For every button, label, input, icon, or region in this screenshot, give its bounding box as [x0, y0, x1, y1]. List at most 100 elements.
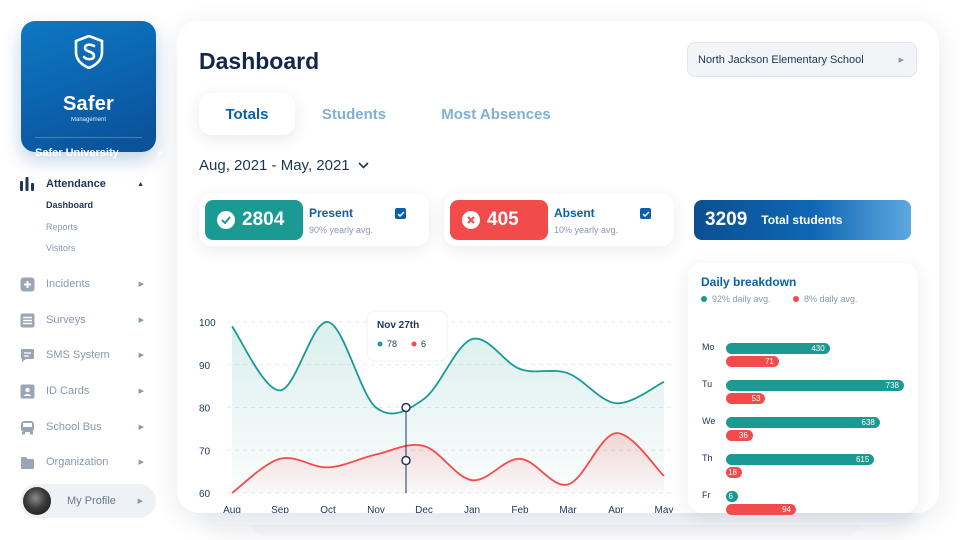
total-students-card: 3209 Total students [694, 200, 911, 240]
absent-yearly-avg: 10% yearly avg. [554, 225, 619, 235]
breakdown-day-label: We [702, 416, 716, 426]
brand-name: Safer [62, 93, 115, 115]
chevron-right-icon: ▶ [138, 352, 144, 359]
bar-chart-icon [18, 176, 36, 192]
sidebar-item-label: SMS System [46, 349, 110, 361]
school-selector-value: North Jackson Elementary School [698, 53, 864, 66]
profile-button[interactable]: My Profile ▶ [20, 484, 156, 518]
tab-students[interactable]: Students [321, 105, 387, 123]
breakdown-title: Daily breakdown [701, 275, 797, 289]
legend-dot [701, 296, 707, 302]
legend-present: 92% daily avg. [701, 294, 771, 304]
tab-most-absences[interactable]: Most Absences [441, 105, 551, 123]
chevron-right-icon: ▶ [138, 459, 144, 466]
sidebar-item-label: Organization [46, 456, 109, 468]
breakdown-absent-bar: 71 [726, 356, 779, 367]
present-yearly-avg: 90% yearly avg. [309, 225, 374, 235]
absent-stat-card: 405 Absent 10% yearly avg. [444, 194, 674, 246]
legend-absent: 8% daily avg. [793, 294, 858, 304]
y-tick-label: 60 [199, 489, 211, 500]
sidebar-item-id-cards[interactable]: ID Cards ▶ [18, 381, 158, 401]
tab-totals[interactable]: Totals [199, 93, 295, 135]
absent-label: Absent [554, 206, 595, 220]
tooltip-absent-value: 6 [421, 339, 426, 349]
breakdown-absent-bar: 94 [726, 504, 796, 515]
x-tick-label: May [655, 505, 674, 513]
total-count: 3209 [705, 209, 748, 230]
sidebar-subitem-visitors[interactable]: Visitors [46, 243, 76, 253]
absent-count: 405 [487, 209, 519, 230]
check-circle-icon [217, 211, 235, 229]
present-stat-card: 2804 Present 90% yearly avg. [199, 194, 429, 246]
chevron-up-icon: ▲ [137, 180, 144, 188]
x-tick-label: Aug [223, 505, 241, 513]
absent-count-pill: 405 [450, 200, 548, 240]
breakdown-present-bar: 6 [726, 491, 738, 502]
shield-logo-icon [74, 35, 104, 69]
sidebar-item-attendance[interactable]: Attendance ▲ [18, 174, 158, 194]
chart-tooltip: Nov 27th 78 6 [366, 310, 448, 362]
chevron-right-icon: ▶ [138, 317, 144, 324]
x-tick-label: Oct [320, 505, 336, 513]
main-panel: Dashboard North Jackson Elementary Schoo… [177, 21, 939, 515]
legend-present-label: 92% daily avg. [712, 294, 771, 304]
sidebar-item-label: Incidents [46, 278, 91, 290]
plus-square-icon [18, 276, 36, 292]
date-range-selector[interactable]: Aug, 2021 - May, 2021 [199, 157, 369, 174]
list-icon [18, 312, 36, 328]
daily-breakdown-card: Daily breakdown 92% daily avg. 8% daily … [688, 263, 918, 515]
sidebar-item-sms-system[interactable]: SMS System ▶ [18, 345, 158, 365]
id-card-icon [18, 383, 36, 399]
chevron-down-icon [358, 162, 369, 169]
sidebar-item-surveys[interactable]: Surveys ▶ [18, 310, 158, 330]
page-title: Dashboard [199, 48, 320, 74]
present-count: 2804 [242, 209, 285, 230]
brand-card[interactable]: Safer Management Safer University ▶ [21, 21, 163, 159]
present-count-pill: 2804 [205, 200, 303, 240]
present-label: Present [309, 206, 354, 220]
breakdown-absent-bar: 18 [726, 467, 742, 478]
chevron-right-icon: ▶ [138, 424, 144, 431]
chevron-right-icon: ▶ [158, 150, 164, 157]
absent-marker [401, 455, 411, 466]
sidebar-subitem-dashboard[interactable]: Dashboard [46, 200, 94, 210]
tooltip-date: Nov 27th [377, 320, 419, 331]
series-line [231, 432, 665, 494]
x-tick-label: Feb [511, 505, 529, 513]
x-tick-label: Nov [367, 505, 385, 513]
sidebar-subitem-reports[interactable]: Reports [46, 222, 78, 232]
breakdown-present-bar: 430 [726, 343, 830, 354]
sidebar-item-label: Attendance [46, 178, 106, 190]
absent-checkbox[interactable] [640, 208, 651, 219]
bus-icon [18, 419, 36, 435]
breakdown-day-label: Mo [702, 342, 715, 352]
sidebar-item-incidents[interactable]: Incidents ▶ [18, 274, 158, 294]
university-selector[interactable]: Safer University [35, 147, 119, 159]
breakdown-day-label: Tu [702, 379, 713, 389]
sidebar-item-organization[interactable]: Organization ▶ [18, 452, 158, 472]
brand-divider [35, 137, 142, 138]
avatar [23, 487, 51, 515]
breakdown-present-bar: 638 [726, 417, 880, 428]
legend-absent-label: 8% daily avg. [804, 294, 858, 304]
tooltip-present-value: 78 [387, 339, 397, 349]
total-label: Total students [761, 213, 843, 227]
chevron-right-icon: ▶ [137, 498, 143, 505]
x-tick-label: Jan [464, 505, 480, 513]
breakdown-present-bar: 738 [726, 380, 904, 391]
breakdown-absent-bar: 36 [726, 430, 753, 441]
x-tick-label: Mar [559, 505, 577, 513]
sidebar-item-label: Surveys [46, 314, 86, 326]
series-line [231, 321, 665, 415]
breakdown-day-label: Fr [702, 490, 711, 500]
y-tick-label: 70 [199, 446, 211, 457]
sidebar-item-school-bus[interactable]: School Bus ▶ [18, 417, 158, 437]
school-selector[interactable]: North Jackson Elementary School ▶ [687, 42, 917, 77]
profile-label: My Profile [67, 495, 116, 507]
sidebar-item-label: School Bus [46, 421, 102, 433]
tooltip-absent-dot [411, 341, 417, 347]
present-checkbox[interactable] [395, 208, 406, 219]
breakdown-absent-bar: 53 [726, 393, 766, 404]
chat-icon [18, 347, 36, 363]
